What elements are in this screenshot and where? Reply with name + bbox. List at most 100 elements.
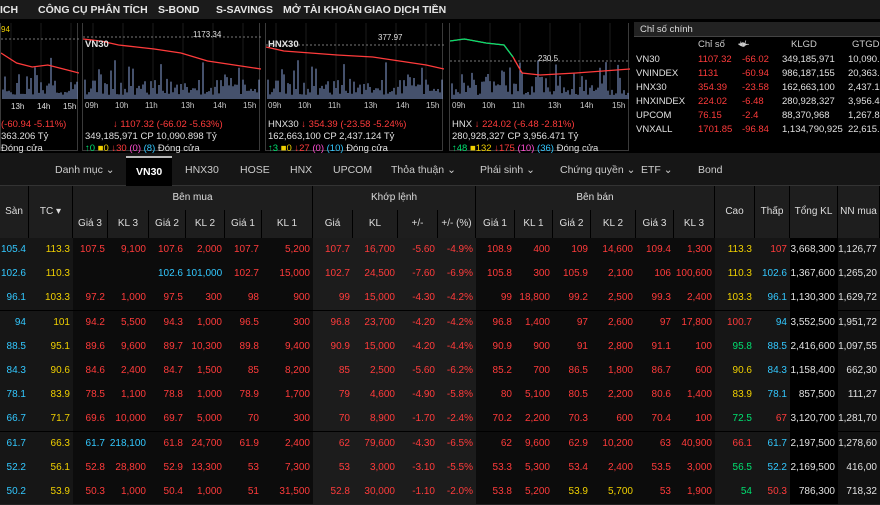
- nav-item-money-transactions[interactable]: GIAO DỊCH TIỀN: [364, 4, 447, 16]
- index-volume: 986,187,155: [782, 68, 835, 79]
- cell-kl-3: 1,100: [108, 383, 149, 408]
- cell-s-n: 50.2: [0, 480, 29, 504]
- cell-gi-1: 53.8: [476, 480, 515, 504]
- mini-chart-hnx[interactable]: 230.5 09h 10h 11h 13h 14h 15h HNX ↓ 224.…: [449, 23, 630, 154]
- cell-gi-2: 53.9: [553, 480, 591, 504]
- cell-t-ng-kl: 1,367,600: [790, 262, 838, 287]
- tab-watchlist[interactable]: Danh mục ⌄: [55, 164, 115, 176]
- time-label: 10h: [298, 101, 312, 110]
- index-value: 1131: [698, 68, 719, 79]
- cell-kl-1: 1,400: [515, 310, 553, 335]
- index-row[interactable]: VNINDEX 1131 -60.94 986,187,155 20,363.2: [634, 67, 880, 81]
- cell-s-n: 105.4: [0, 238, 29, 262]
- cell-kl-3: 1,000: [108, 480, 149, 504]
- ref-square-icon: ■: [97, 143, 104, 154]
- cell-gi: 52.8: [313, 480, 353, 504]
- column-header: Thấp: [755, 186, 790, 238]
- cell-kl-2: 14,600: [591, 238, 636, 262]
- index-row[interactable]: VNXALL 1701.85 -96.84 1,134,790,925 22,615.6: [634, 123, 880, 137]
- board-tabs: Danh mục ⌄ VN30 HNX30 HOSE HNX UPCOM Thỏ…: [0, 153, 880, 186]
- cell-cao: 72.5: [715, 407, 755, 432]
- cell-: -4.2%: [438, 286, 476, 311]
- tab-hnx30[interactable]: HNX30: [185, 164, 219, 176]
- table-row[interactable]: 66.7 71.7 69.6 10,000 69.7 5,000 70 300 70 8,900-…: [0, 407, 880, 433]
- cell-gi: 85: [313, 359, 353, 383]
- cell-gi-1: 62: [476, 431, 515, 456]
- cell-kl: 16,700: [353, 238, 398, 262]
- table-row[interactable]: 94 101 94.2 5,500 94.3 1,000 96.5 300 96.8 23,700…: [0, 310, 880, 336]
- index-row[interactable]: UPCOM 76.15 -2.4 88,370,968 1,267.8: [634, 109, 880, 123]
- cell-kl: 2,500: [353, 359, 398, 383]
- cell-gi-2: 97: [553, 310, 591, 335]
- index-value: 224.02: [698, 96, 728, 107]
- tab-derivatives[interactable]: Phái sinh ⌄: [480, 164, 535, 176]
- column-header[interactable]: TC ▾: [29, 186, 73, 238]
- cell-t-ng-kl: 3,668,300: [790, 238, 838, 262]
- column-header: KL 3: [674, 210, 715, 238]
- index-row[interactable]: VN30 1107.32 -66.02 349,185,971 10,090.8: [634, 53, 880, 67]
- table-row[interactable]: 105.4 113.3 107.5 9,100 107.6 2,000 107.7 5,200…: [0, 238, 880, 264]
- table-row[interactable]: 61.7 66.3 61.7 218,100 61.8 24,700 61.9 2,400 62…: [0, 431, 880, 457]
- table-row[interactable]: 96.1 103.3 97.2 1,000 97.5 300 98 900 99 15,000 -4…: [0, 286, 880, 312]
- cell-kl-3: 100: [674, 334, 715, 359]
- table-row[interactable]: 84.3 90.6 84.6 2,400 84.7 1,500 85 8,200 85 2,500…: [0, 359, 880, 385]
- cell-: -4.30: [398, 286, 438, 311]
- table-row[interactable]: 102.6 110.3 102.6 101,000 102.7 15,000 102.7 24…: [0, 262, 880, 288]
- cell-gi-2: 102.6: [149, 262, 186, 287]
- cell-kl: 15,000: [353, 334, 398, 359]
- cell-th-p: 96.1: [755, 286, 790, 311]
- cell-gi: 102.7: [313, 262, 353, 287]
- nav-item-open-account[interactable]: MỞ TÀI KHOẢN: [283, 4, 362, 16]
- table-row[interactable]: 50.2 53.9 50.3 1,000 50.4 1,000 51 31,500 52.8 30…: [0, 480, 880, 505]
- cell-kl-2: 2,600: [591, 310, 636, 335]
- cell-kl-2: 13,300: [186, 455, 225, 480]
- cell-gi-2: 91: [553, 334, 591, 359]
- tab-bond[interactable]: Bond: [698, 164, 723, 176]
- cell-gi-3: 84.6: [73, 359, 108, 383]
- tab-hose[interactable]: HOSE: [240, 164, 270, 176]
- index-volume: 88,370,968: [782, 110, 830, 121]
- tab-vn30[interactable]: VN30: [126, 156, 173, 186]
- tab-negotiated[interactable]: Thỏa thuận ⌄: [391, 164, 456, 176]
- nav-item-analysis-tools[interactable]: CÔNG CỤ PHÂN TÍCH: [38, 4, 148, 16]
- mini-chart-vnindex[interactable]: 94 13h 14h 15h (-60.94 -5.11%) 363.206 T…: [0, 23, 79, 154]
- cell-kl: 24,500: [353, 262, 398, 287]
- time-label: 11h: [512, 101, 525, 110]
- mini-chart-vn30[interactable]: VN30 1173.34 09h 10h 11h 13h 14h 15h ↓ 1…: [82, 23, 261, 154]
- cell-nn-mua: 1,951,72: [838, 310, 880, 335]
- index-volume: 162,663,100: [782, 82, 835, 93]
- cell-: -4.4%: [438, 334, 476, 359]
- cell-th-p: 52.2: [755, 455, 790, 480]
- time-label: 15h: [243, 101, 257, 110]
- cell-gi-2: 99.2: [553, 286, 591, 311]
- index-change: -96.84: [742, 124, 769, 135]
- floor-count: (10): [326, 143, 344, 154]
- cell-gi-1: 80: [476, 383, 515, 408]
- tab-warrants[interactable]: Chứng quyền ⌄: [560, 164, 636, 176]
- nav-item-s-bond[interactable]: S-BOND: [158, 4, 200, 16]
- tab-etf[interactable]: ETF ⌄: [641, 164, 673, 176]
- table-row[interactable]: 88.5 95.1 89.6 9,600 89.7 10,300 89.8 9,400 90.9…: [0, 334, 880, 360]
- cell-kl-2: 1,000: [186, 383, 225, 408]
- tab-hnx[interactable]: HNX: [290, 164, 313, 176]
- cell-gi-1: 51: [225, 480, 262, 504]
- index-value: 1701.85: [698, 124, 733, 135]
- mini-chart-hnx30[interactable]: HNX30 377.97 09h 10h 11h 13h 14h 15h HNX…: [265, 23, 444, 154]
- time-label: 09h: [85, 101, 99, 110]
- cell-kl-3: 9,100: [108, 238, 149, 262]
- nav-item-ich[interactable]: ICH: [0, 4, 19, 16]
- table-row[interactable]: 52.2 56.1 52.8 28,800 52.9 13,300 53 7,300 53 3,0…: [0, 455, 880, 481]
- table-row[interactable]: 78.1 83.9 78.5 1,100 78.8 1,000 78.9 1,700 79 4,6…: [0, 383, 880, 409]
- index-name: UPCOM: [636, 110, 672, 121]
- cell-gi-3: 97: [636, 310, 674, 335]
- index-row[interactable]: HNX30 354.39 -23.58 162,663,100 2,437.1: [634, 81, 880, 95]
- cell-nn-mua: 718,32: [838, 480, 880, 504]
- nav-item-s-savings[interactable]: S-SAVINGS: [216, 4, 273, 16]
- index-row[interactable]: HNXINDEX 224.02 -6.48 280,928,327 3,956.4: [634, 95, 880, 109]
- mini-chart-ref-label: 230.5: [538, 54, 559, 63]
- cell-gi: 62: [313, 431, 353, 456]
- cell-: -4.9%: [438, 238, 476, 262]
- tab-upcom[interactable]: UPCOM: [333, 164, 373, 176]
- cell-gi-1: 61.9: [225, 431, 262, 456]
- cell-tc: 56.1: [29, 455, 73, 480]
